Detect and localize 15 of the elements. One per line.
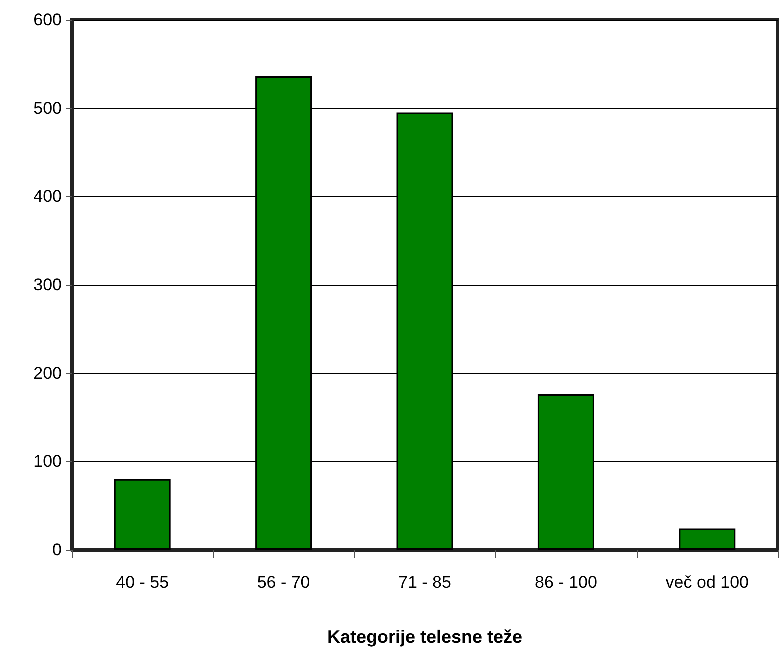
x-tick-label: 40 - 55 <box>116 573 170 592</box>
bar <box>679 528 736 550</box>
y-tick-label: 200 <box>34 364 62 383</box>
y-tick-label: 400 <box>34 187 62 206</box>
x-tick-label: 86 - 100 <box>535 573 598 592</box>
x-tick-label: več od 100 <box>666 573 749 592</box>
x-axis-title: Kategorije telesne teže <box>327 627 523 647</box>
y-tick-label: 300 <box>34 276 62 294</box>
x-tick-label: 71 - 85 <box>398 573 452 592</box>
y-tick-label: 0 <box>52 540 62 560</box>
y-tick-label: 600 <box>34 10 62 30</box>
x-tick-label: 56 - 70 <box>257 573 310 592</box>
y-tick-label: 500 <box>34 98 62 118</box>
bar <box>114 479 171 550</box>
y-tick-label: 100 <box>34 452 62 472</box>
